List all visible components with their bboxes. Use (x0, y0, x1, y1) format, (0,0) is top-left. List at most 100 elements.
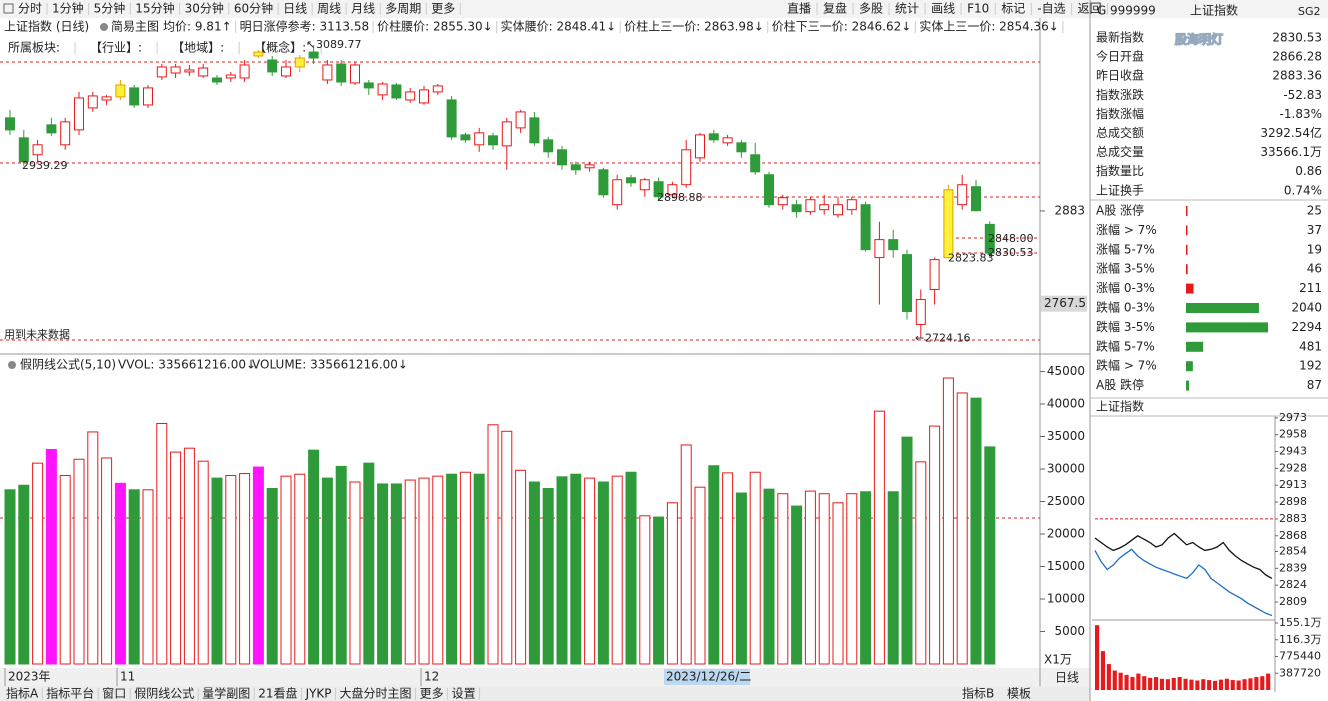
date-axis (0, 668, 1090, 686)
mini-volume-bar (1183, 678, 1188, 690)
bottom-tab[interactable]: 设置 (452, 687, 476, 701)
tab[interactable]: 60分钟 (234, 1, 273, 16)
volume-bar (390, 483, 402, 665)
button[interactable]: 多股 (859, 2, 883, 16)
tab[interactable]: 日线 (283, 2, 307, 16)
candle-body (198, 67, 209, 77)
volume-bar (625, 471, 637, 665)
volume-bar (294, 473, 306, 665)
date-label: 2023/12/26/二 (666, 670, 751, 684)
candle-body (18, 137, 29, 163)
mini-volume-bar (1159, 678, 1165, 690)
button[interactable]: 返回 (1078, 2, 1102, 16)
indicator-value: VVOL: 335661216.00↓ (118, 358, 256, 372)
bottom-tab[interactable]: 量学副图 (202, 686, 250, 701)
arrow: ← (915, 331, 924, 344)
y-tick-label: 2898 (1279, 495, 1307, 508)
mini-volume-bar (1236, 680, 1241, 690)
mini-volume-bar (1100, 651, 1106, 690)
button[interactable]: 直播 (787, 2, 811, 16)
button[interactable]: 画线 (931, 2, 955, 16)
bottom-tab[interactable]: 21看盘 (258, 686, 297, 701)
button[interactable]: 统计 (895, 2, 919, 16)
y-tick-label: 15000 (1047, 559, 1085, 573)
candle-body (557, 149, 567, 166)
cursor-box (1041, 295, 1087, 312)
bottom-tab[interactable]: 指标平台 (46, 686, 94, 701)
bottom-tab[interactable]: 窗口 (102, 687, 126, 701)
volume-bar (763, 488, 775, 665)
candle-body (943, 189, 954, 259)
quote-label: 指数量比 (1096, 163, 1144, 178)
y-tick-label: 2883 (1054, 203, 1085, 217)
candle-body (184, 69, 195, 73)
y-tick-label: 116.3万 (1279, 633, 1322, 646)
mini-volume-bar (1130, 677, 1135, 690)
tab[interactable]: 分时 (18, 2, 42, 16)
candle-body (764, 174, 774, 206)
candle-body (833, 204, 843, 216)
breadth-label: 涨幅 3-5% (1096, 261, 1155, 276)
mini-volume-bar (1195, 680, 1200, 690)
candle-body (488, 135, 498, 146)
bottom-bar (0, 686, 1090, 701)
candle-body (60, 121, 71, 146)
bottom-tab[interactable]: 指标B (962, 686, 994, 701)
tab[interactable]: 5分钟 (94, 1, 126, 16)
icon (8, 361, 16, 369)
volume-bar (280, 475, 292, 665)
volume-bar (18, 484, 30, 665)
volume-bar (901, 436, 913, 665)
y-tick-label: 2913 (1279, 478, 1307, 491)
mini-volume-bar (1230, 680, 1235, 690)
candle-body (653, 181, 664, 198)
sector-label: 【地域】: (172, 41, 224, 55)
volume-bar (722, 472, 734, 665)
volume-bar (418, 477, 430, 665)
volume-bar (266, 487, 278, 665)
breadth-value: 37 (1307, 223, 1322, 237)
volume-bar (956, 392, 968, 665)
tab[interactable]: 1分钟 (52, 1, 84, 16)
volume-bar (887, 491, 899, 665)
button[interactable]: F10 (967, 2, 989, 16)
tab[interactable]: 周线 (317, 2, 341, 16)
tab[interactable]: 月线 (351, 2, 375, 16)
mini-volume-bar (1218, 679, 1224, 690)
volume-bar (542, 487, 554, 665)
mini-volume-bar (1213, 680, 1218, 690)
candle-body (667, 184, 678, 196)
candle-body (860, 204, 871, 251)
button[interactable]: 标记 (1001, 2, 1025, 16)
avg-line (1094, 548, 1273, 617)
bottom-tab[interactable]: 假阴线公式 (134, 687, 194, 701)
indicator-value: 明日涨停参考: 3113.58 (240, 19, 369, 34)
button[interactable]: 复盘 (823, 1, 847, 16)
tab[interactable]: 更多 (431, 2, 455, 16)
candle-body (888, 239, 899, 251)
quote-label: 指数涨幅 (1096, 106, 1144, 121)
button[interactable]: -自选 (1037, 2, 1065, 16)
bottom-tab[interactable]: 大盘分时主图 (340, 686, 412, 701)
candle-body (515, 111, 526, 129)
mini-volume-bar (1142, 676, 1147, 690)
candle-body (777, 197, 788, 206)
candle-body (46, 124, 57, 134)
candle-body (446, 99, 457, 138)
tab[interactable]: 30分钟 (185, 1, 224, 16)
bottom-tab[interactable]: 指标A (6, 686, 39, 701)
tab[interactable]: 15分钟 (135, 1, 174, 16)
bottom-tab[interactable]: 更多 (420, 687, 444, 701)
tab[interactable]: 多周期 (385, 2, 421, 16)
volume-bar (680, 444, 692, 665)
y-tick-label: 2973 (1279, 411, 1307, 424)
volume-bar (459, 471, 471, 665)
price-label: 2939.29 (22, 159, 68, 172)
y-tick-label: 2883 (1279, 512, 1307, 525)
bottom-tab[interactable]: JYKP (305, 687, 332, 701)
volume-bar (446, 473, 458, 665)
candle-body (294, 57, 305, 68)
breadth-value: 25 (1307, 204, 1322, 218)
volume-bar (114, 482, 126, 665)
bottom-tab[interactable]: 模板 (1007, 687, 1031, 701)
